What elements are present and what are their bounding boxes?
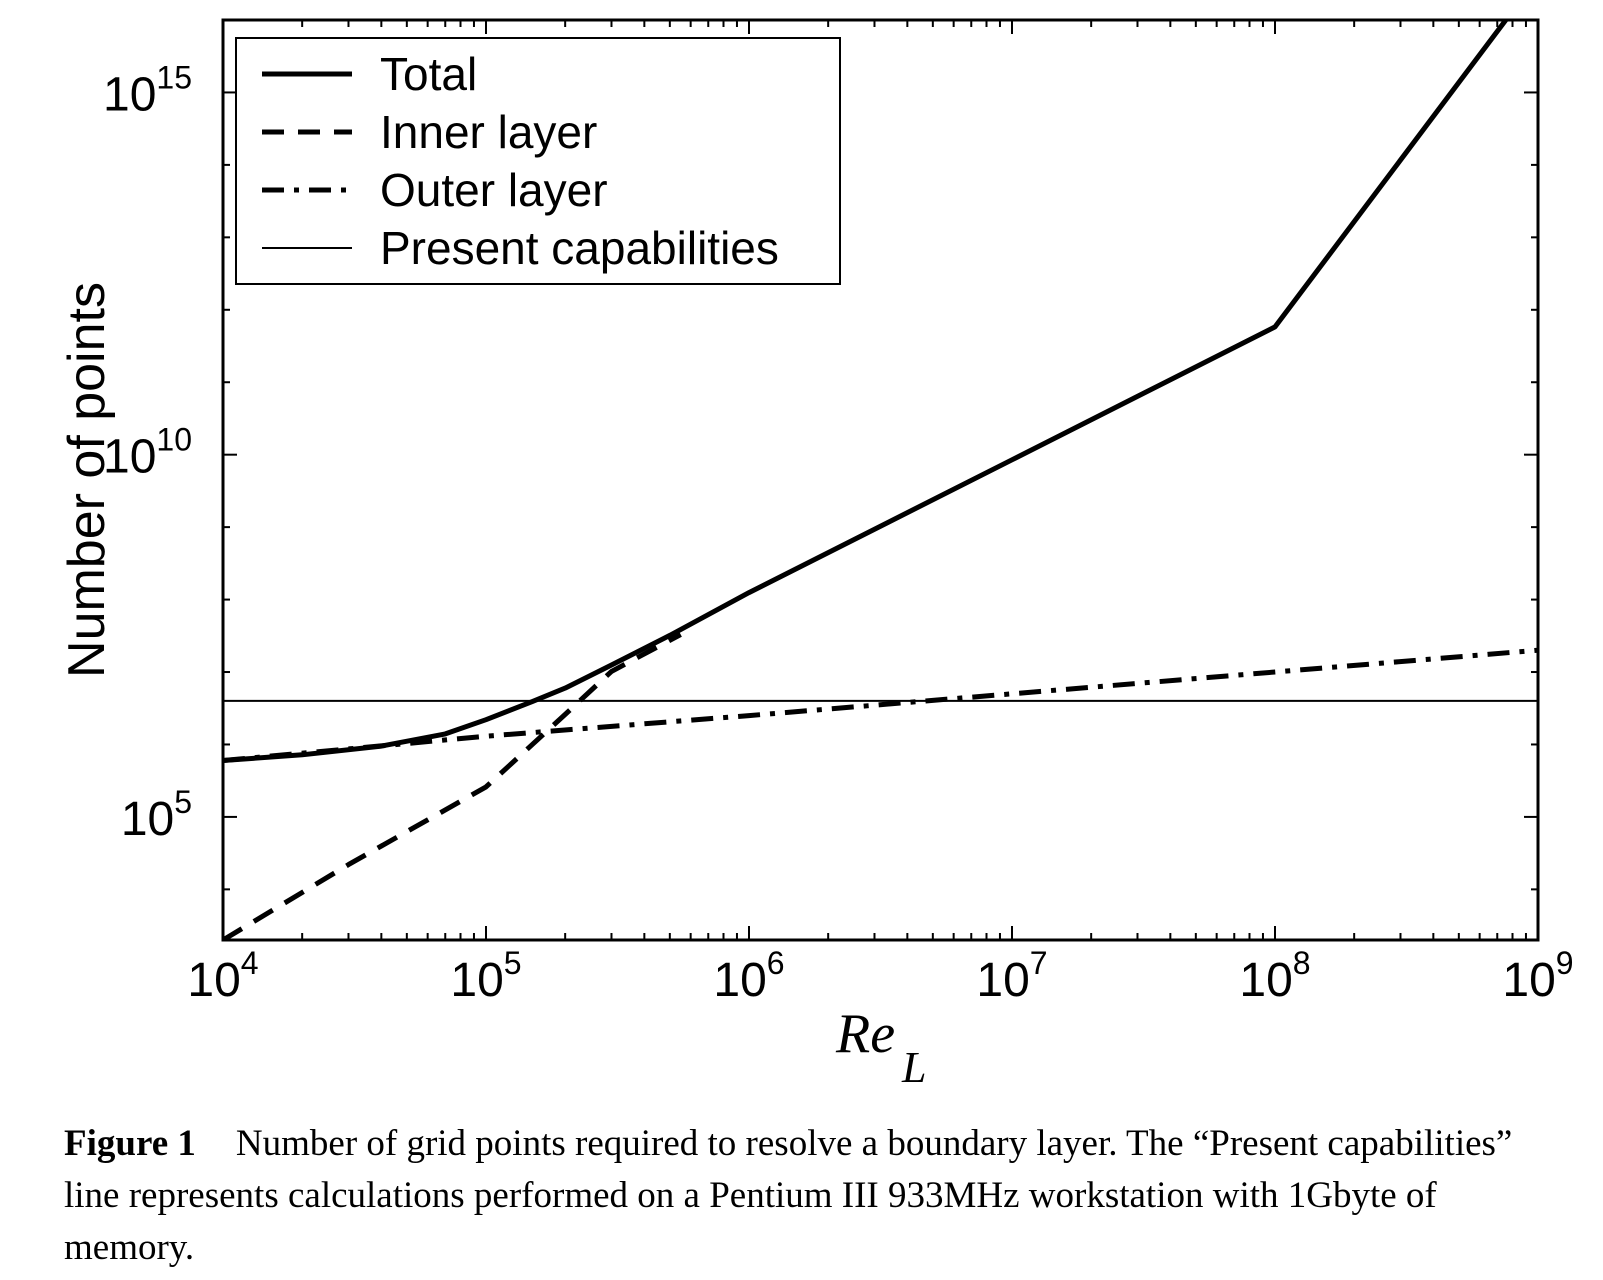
tick-labels: 104 105 106 107 108 109 105 1010 1015 [103,59,1574,1007]
figure-caption: Figure 1 Number of grid points required t… [64,1118,1564,1274]
y-axis-label-text: Number of points [58,282,116,678]
y-tick-label: 105 [121,784,192,846]
x-tick-label: 106 [713,945,784,1007]
chart: Number of points 104 105 106 107 108 10910510… [58,18,1574,1092]
plot-frame [221,18,1540,942]
x-axis-label-subscript: L [901,1043,926,1092]
caption-label: Figure 1 [64,1123,196,1164]
x-tick-label: 105 [450,945,521,1007]
series-lines [223,20,1538,940]
legend: Total Inner layer Outer layer Present capab… [235,37,841,285]
y-tick-label: 1010 [103,422,192,484]
legend-label: Total [380,48,477,100]
legend-box [235,37,841,285]
x-axis-label: Re L [835,1003,926,1092]
legend-label: Present capabilities [380,222,779,274]
legend-label: Outer layer [380,164,608,216]
y-axis-label: Number of points [58,282,116,678]
series-line-outer-layer [223,647,1538,763]
x-tick-label: 109 [1502,945,1573,1007]
x-axis-label-text: Re [835,1003,895,1065]
x-tick-label: 108 [1239,945,1310,1007]
x-tick-label: 107 [976,945,1047,1007]
x-tick-label: 104 [187,945,258,1007]
series-line-inner-layer [223,632,682,940]
caption-text: Number of grid points required to resolv… [64,1123,1513,1268]
y-tick-label: 1015 [103,59,192,121]
legend-label: Inner layer [380,106,597,158]
